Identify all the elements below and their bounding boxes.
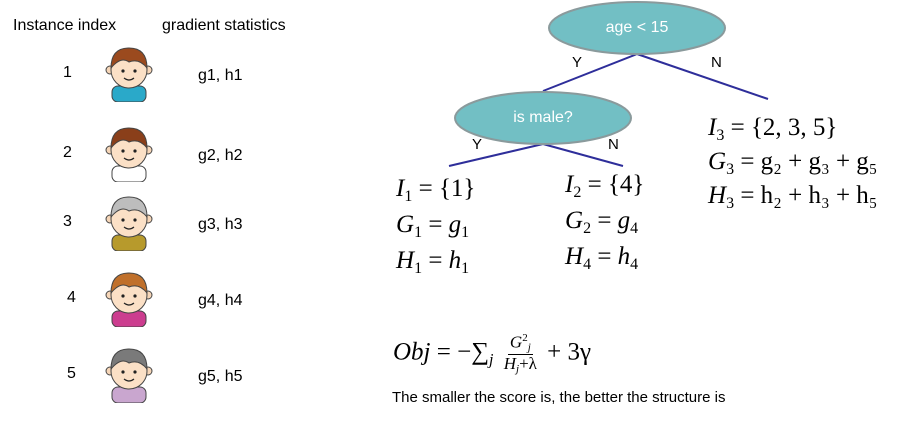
leaf-G-rhs: g₂ + g₃ + g₅: [760, 148, 878, 175]
leaf-G-sub: 2: [583, 220, 592, 237]
leaf-G-rhs-sub: 4: [630, 220, 639, 237]
leaf-G-rhs-sub: 1: [461, 224, 470, 241]
leaf-2-I-equation: I2 = {4}: [565, 171, 645, 201]
leaf-1-G-equation: G1 = g1: [396, 211, 470, 241]
child-node: [454, 91, 632, 145]
leaf-3-G-equation: G3 = g₂ + g₃ + g₅: [708, 148, 878, 178]
leaf-G-rhs-var: g: [448, 211, 462, 238]
leaf-H-var: H: [396, 247, 415, 274]
instance-index: 3: [63, 213, 72, 230]
girl-braids-avatar-icon: [105, 127, 153, 182]
leaf-H-sub: 3: [726, 195, 735, 212]
obj-num-var: G: [509, 332, 523, 352]
leaf-I-rhs: {4}: [607, 171, 645, 198]
leaf-G-var: G: [396, 211, 415, 238]
gradient-stats: g2, h2: [198, 147, 243, 164]
root-node-label: age < 15: [605, 19, 669, 36]
boy-avatar-icon: [105, 47, 153, 102]
obj-fraction: G2j Hj+λ: [504, 333, 537, 375]
obj-den-var: H: [503, 353, 517, 373]
grandma-avatar-icon: [105, 348, 153, 403]
instance-index: 1: [63, 64, 72, 81]
obj-den-sub: j: [516, 362, 520, 375]
leaf-I-rhs: {1}: [438, 175, 476, 202]
gradient-stats: g3, h3: [198, 216, 243, 233]
grandpa-avatar-icon: [105, 196, 153, 251]
leaf-1-I-equation: I1 = {1}: [396, 175, 476, 205]
leaf-H-rhs-var: h: [617, 243, 631, 270]
instance-index: 2: [63, 144, 72, 161]
leaf-3-H-equation: H3 = h₂ + h₃ + h₅: [708, 182, 878, 212]
leaf-2-G-equation: G2 = g4: [565, 207, 639, 237]
leaf-H-sub: 4: [583, 256, 592, 273]
obj-eq-sum: = −∑: [436, 338, 490, 366]
instance-index: 4: [67, 289, 76, 306]
root-yes-label: Y: [572, 54, 583, 71]
leaf-I-var: I: [396, 175, 405, 202]
edge-child-yes: [448, 143, 544, 167]
leaf-3-I-equation: I3 = {2, 3, 5}: [708, 114, 838, 144]
gradient-stats: g5, h5: [198, 368, 243, 385]
child-node-label: is male?: [513, 109, 573, 126]
gradient-statistics-header: gradient statistics: [162, 17, 286, 34]
leaf-H-rhs-sub: 4: [630, 256, 639, 273]
root-node: [548, 1, 726, 55]
leaf-I-sub: 1: [404, 188, 413, 205]
obj-num-sub: j: [527, 341, 531, 354]
leaf-G-var: G: [708, 148, 727, 175]
objective-formula: Obj = −∑j G2j Hj+λ + 3γ: [393, 333, 591, 375]
obj-sum-index: j: [489, 351, 494, 369]
instance-index: 5: [67, 365, 76, 382]
edge-child-no: [542, 143, 624, 167]
obj-num-sup: 2: [522, 332, 528, 344]
leaf-1-H-equation: H1 = h1: [396, 247, 470, 277]
caption: The smaller the score is, the better the…: [392, 389, 726, 406]
leaf-H-rhs-var: h: [448, 247, 462, 274]
obj-lhs: Obj: [393, 338, 431, 366]
leaf-G-rhs-var: g: [617, 207, 631, 234]
child-yes-label: Y: [472, 136, 483, 153]
obj-tail: + 3γ: [547, 338, 592, 366]
instance-index-header: Instance index: [13, 17, 117, 34]
leaf-I-rhs: {2, 3, 5}: [750, 114, 838, 141]
gradient-stats: g1, h1: [198, 67, 243, 84]
girl-ponytail-avatar-icon: [105, 272, 153, 327]
child-no-label: N: [608, 136, 619, 153]
leaf-I-var: I: [708, 114, 717, 141]
leaf-H-rhs-sub: 1: [461, 260, 470, 277]
gradient-stats: g4, h4: [198, 292, 243, 309]
leaf-I-var: I: [565, 171, 574, 198]
leaf-G-sub: 1: [414, 224, 423, 241]
edge-root-no: [636, 53, 769, 100]
leaf-I-sub: 3: [716, 127, 725, 144]
leaf-2-H-equation: H4 = h4: [565, 243, 639, 273]
leaf-H-rhs: h₂ + h₃ + h₅: [760, 182, 878, 209]
leaf-I-sub: 2: [573, 184, 582, 201]
edge-root-yes: [542, 53, 638, 92]
leaf-H-sub: 1: [414, 260, 423, 277]
leaf-H-var: H: [565, 243, 584, 270]
root-no-label: N: [711, 54, 722, 71]
obj-den-rest: +λ: [519, 353, 537, 373]
leaf-H-var: H: [708, 182, 727, 209]
leaf-G-sub: 3: [726, 161, 735, 178]
leaf-G-var: G: [565, 207, 584, 234]
